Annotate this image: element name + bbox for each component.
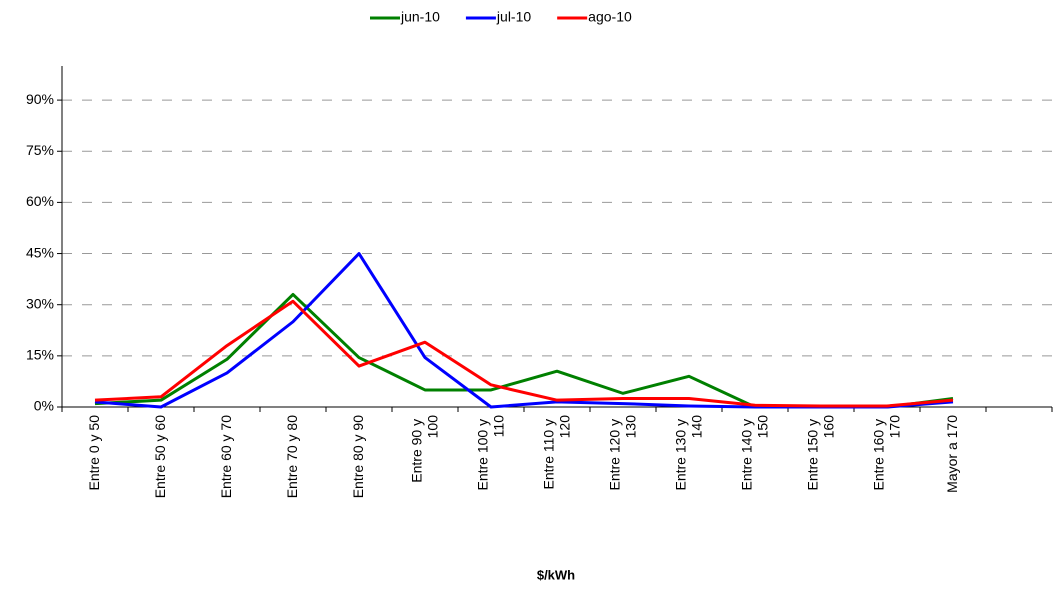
x-tick-label: Entre 50 y 60 [152, 415, 168, 498]
x-tick-label: Entre 140 y 150 [738, 415, 770, 491]
x-tick-label: Entre 150 y 160 [804, 415, 836, 491]
y-tick-label: 45% [26, 244, 54, 260]
y-tick-label: 90% [26, 91, 54, 107]
x-tick-label: Entre 90 y 100 [408, 415, 440, 483]
x-tick-label: Entre 70 y 80 [284, 415, 300, 498]
y-tick-label: 15% [26, 347, 54, 363]
x-tick-label: Entre 0 y 50 [86, 415, 102, 491]
series-line [94, 299, 954, 408]
legend-label: jul-10 [496, 9, 531, 25]
y-tick-label: 60% [26, 193, 54, 209]
x-tick-label: Entre 60 y 70 [218, 415, 234, 498]
x-tick-label: Entre 110 y 120 [540, 415, 572, 490]
x-tick-label: Entre 80 y 90 [350, 415, 366, 498]
x-tick-label: Entre 130 y 140 [672, 415, 704, 491]
series-line [94, 252, 954, 409]
x-tick-label: Mayor a 170 [944, 415, 960, 493]
y-tick-label: 30% [26, 295, 54, 311]
legend-label: ago-10 [588, 9, 632, 25]
x-tick-label: Entre 100 y 110 [474, 415, 506, 491]
y-tick-label: 75% [26, 142, 54, 158]
legend-label: jun-10 [400, 9, 440, 25]
x-tick-label: Entre 120 y 130 [606, 415, 638, 491]
y-tick-label: 0% [34, 398, 54, 414]
series-line [94, 292, 954, 409]
x-tick-label: Entre 160 y 170 [870, 415, 902, 491]
x-axis-title: $/kWh [537, 567, 575, 582]
